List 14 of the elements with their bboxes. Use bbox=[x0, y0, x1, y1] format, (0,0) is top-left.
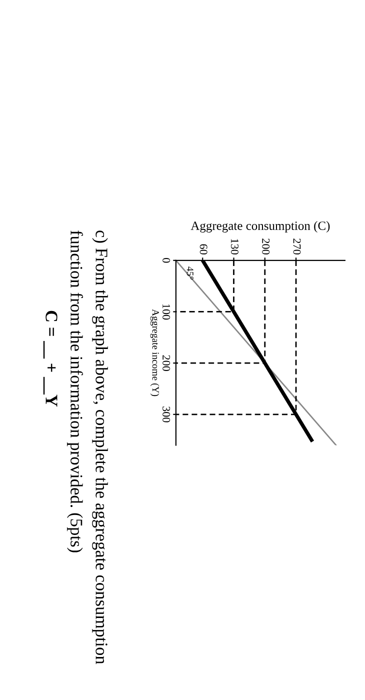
x-axis-title: Aggregate consumption (C) bbox=[190, 221, 330, 233]
text: C = __ + __Y bbox=[43, 310, 58, 407]
y-tick-label: 200 bbox=[162, 355, 170, 371]
y-tick-label: 0 bbox=[162, 258, 170, 263]
x-tick-label: 270 bbox=[293, 238, 301, 254]
y-tick-label: 300 bbox=[162, 406, 170, 422]
text: c) From the graph above, complete the aggregate consumption bbox=[92, 230, 108, 664]
x-tick-label: 200 bbox=[262, 238, 270, 254]
y-axis-title: Aggregate income (Y) bbox=[150, 309, 160, 396]
x-tick-label: 60 bbox=[200, 244, 208, 254]
x-tick-label: 130 bbox=[230, 239, 238, 254]
y-tick-label: 100 bbox=[162, 304, 170, 320]
annotation: 45° bbox=[186, 266, 194, 280]
text: function from the information provided. (5pts) bbox=[67, 230, 83, 552]
